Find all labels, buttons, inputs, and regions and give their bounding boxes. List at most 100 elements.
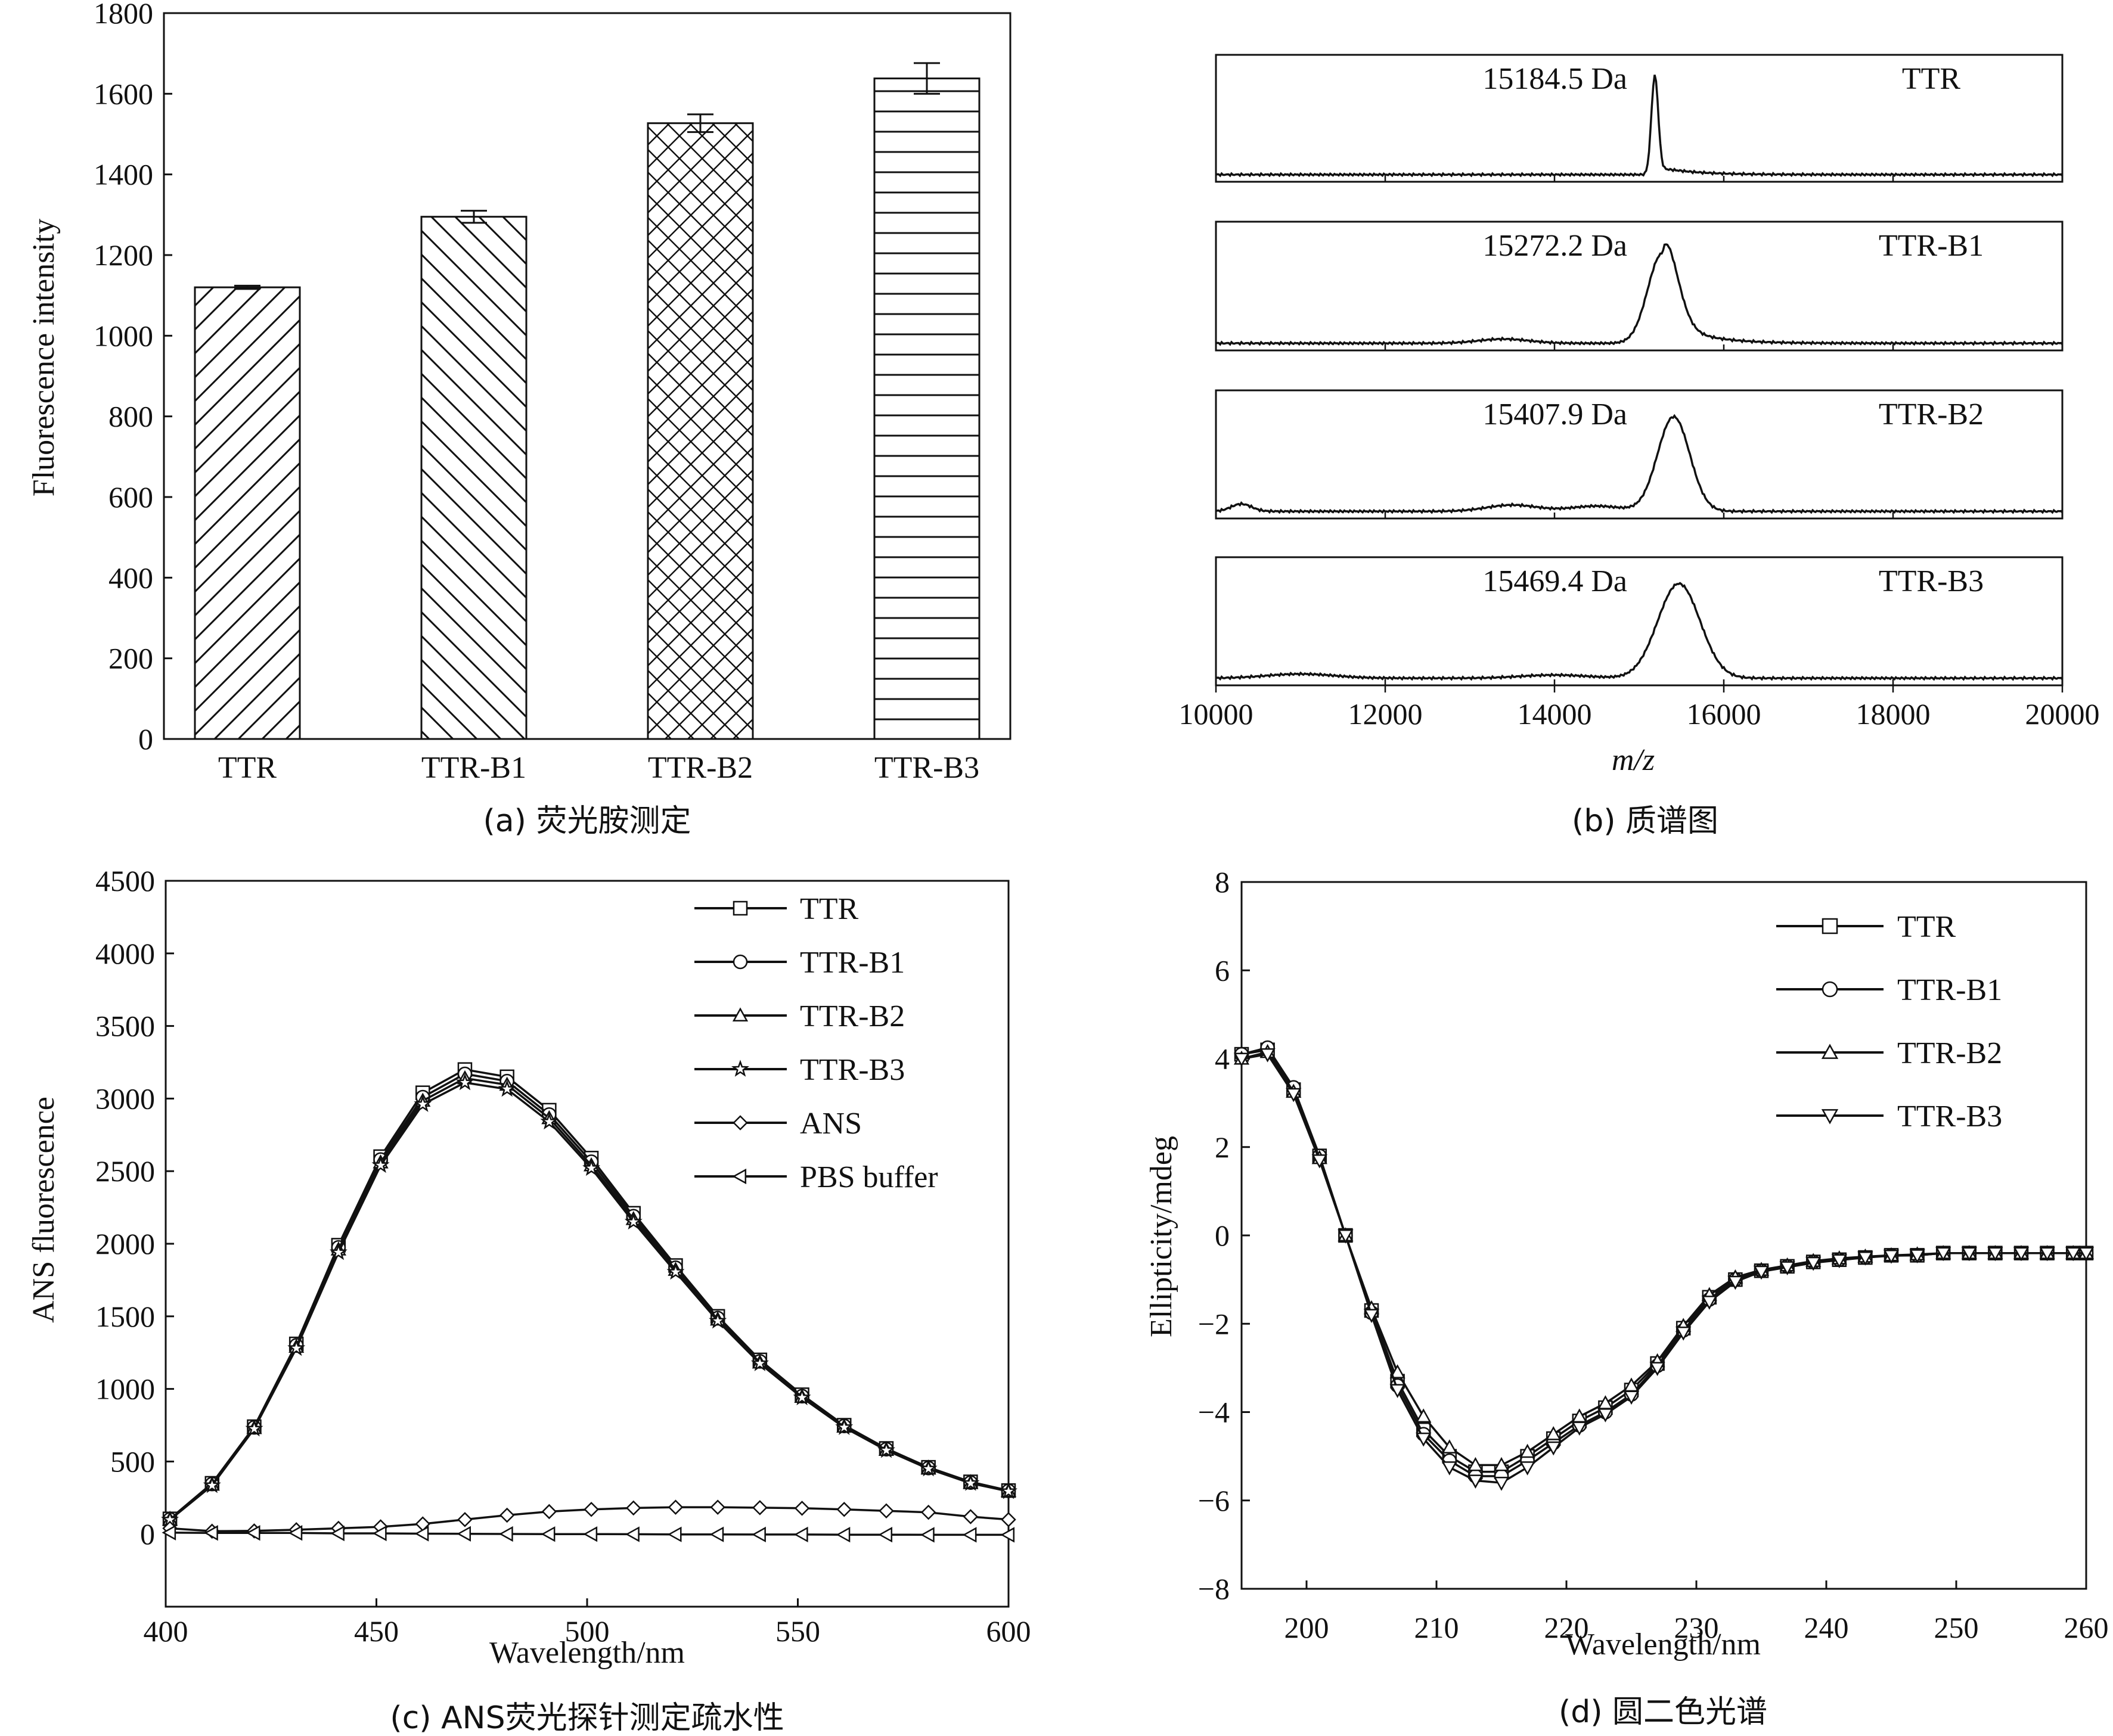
panel-c-data-point [498, 1079, 516, 1097]
panel-d-data-point [2013, 1247, 2030, 1262]
panel-d-series-ttr-b3 [1233, 1048, 2095, 1491]
panel-a-y-axis-label: Fluorescence intensity [27, 219, 61, 496]
panel-b-x-tick-label: 12000 [1348, 697, 1423, 731]
panel-d-x-tick-label: 220 [1544, 1611, 1589, 1644]
panel-c-data-point [582, 1159, 601, 1176]
panel-a-y-tick-label: 800 [108, 400, 153, 433]
panel-d-data-point [1597, 1408, 1614, 1423]
panel-d-legend: TTR TTR-B1 TTR-B2 TTR-B3 [1776, 910, 2002, 1133]
panel-d-data-point [1389, 1384, 1405, 1399]
panel-c-data-point [666, 1262, 685, 1280]
panel-b-peak-label: 15184.5 Da [1482, 62, 1627, 96]
panel-d-data-point [2065, 1247, 2081, 1262]
panel-c-data-point [203, 1476, 221, 1493]
panel-d-legend-item: TTR [1776, 910, 1956, 944]
panel-c-data-point [455, 1073, 474, 1091]
panel-d-legend-label: TTR-B3 [1897, 1100, 2002, 1133]
panel-d-data-point [1286, 1088, 1302, 1103]
panel-d-data-point [1519, 1461, 1535, 1476]
panel-c-data-point [162, 1524, 176, 1541]
panel-a-caption: (a) 荧光胺测定 [483, 803, 691, 839]
panel-b-peak-label: 15407.9 Da [1482, 397, 1627, 431]
panel-c-legend-item: TTR-B3 [694, 1053, 905, 1087]
panel-c-y-tick-label: 2000 [95, 1227, 155, 1260]
panel-d-data-point [1416, 1432, 1432, 1447]
panel-c-y-axis-label: ANS fluorescence [27, 1097, 61, 1323]
panel-d-data-point [1805, 1256, 1822, 1271]
panel-d-y-tick-label: 6 [1215, 954, 1230, 987]
panel-c-series [161, 1062, 1018, 1543]
panel-c-data-point [541, 1504, 557, 1520]
panel-d-data-point [1987, 1247, 2003, 1262]
panel-c-data-point [625, 1526, 640, 1542]
panel-b-spectrum-frame [1215, 54, 2064, 183]
panel-c-legend-marker [731, 1060, 750, 1077]
panel-a-x-tick-labels: TTR TTR-B1 TTR-B2 TTR-B3 [218, 751, 979, 785]
panel-b-sample-label: TTR-B2 [1879, 397, 1984, 431]
panel-c-series-pbs-buffer [162, 1524, 1015, 1543]
panel-c-data-point [204, 1525, 218, 1541]
panel-c-data-point [624, 1212, 643, 1230]
panel-d-legend-label: TTR-B2 [1897, 1036, 2002, 1070]
panel-c-data-point [288, 1525, 303, 1541]
panel-b-x-tick-label: 20000 [2025, 697, 2100, 731]
panel-c-data-point [330, 1525, 345, 1542]
panel-d-data-point [1623, 1390, 1640, 1405]
panel-d-caption: (d) 圆二色光谱 [1559, 1694, 1767, 1730]
panel-a-y-tick-label: 600 [108, 480, 153, 514]
panel-b-spectrum-ttr-b2: 15407.9 Da TTR-B2 [1215, 389, 2064, 520]
panel-b-spectrum-trace [1215, 74, 2064, 178]
panel-d-y-axis-label: Ellipticity/mdeg [1144, 1136, 1178, 1337]
panel-d-y-tick-label: −6 [1198, 1484, 1230, 1517]
panel-c-frame [165, 880, 1010, 1608]
panel-c-legend-marker [732, 1168, 747, 1185]
panel-b-x-tick-label: 14000 [1518, 697, 1592, 731]
panel-c-data-point [793, 1526, 808, 1543]
panel-d-data-point [1441, 1461, 1457, 1476]
panel-c-y-tick-label: 4000 [95, 937, 155, 970]
panel-d-data-point [1883, 1250, 1900, 1264]
panel-d-data-point [1857, 1251, 1873, 1266]
panel-c-data-point [794, 1501, 810, 1516]
panel-a-y-tick-label: 1200 [94, 238, 153, 272]
panel-d-data-point [1311, 1154, 1327, 1169]
panel-c-legend: TTR TTR-B1 TTR-B2 TTR-B3 ANS PBS buffer [694, 892, 938, 1194]
panel-a-y-tick-label: 400 [108, 561, 153, 594]
panel-d-legend-label: TTR [1897, 910, 1956, 944]
panel-d-data-point [1493, 1456, 1510, 1471]
panel-d-data-point [1363, 1309, 1380, 1323]
panel-a-bars [194, 62, 981, 740]
panel-a-y-tick-label: 1600 [94, 77, 153, 110]
panel-c-data-point [245, 1419, 263, 1437]
panel-c-data-point [499, 1526, 513, 1542]
panel-c-y-tick-label: 0 [140, 1517, 155, 1551]
panel-d-legend-marker [1821, 1109, 1839, 1125]
panel-c-data-point [879, 1503, 894, 1518]
panel-c-data-point [287, 1339, 306, 1356]
panel-a-frame [163, 12, 1011, 740]
panel-d-data-point [2039, 1247, 2055, 1262]
panel-c-y-tick-label: 1500 [95, 1300, 155, 1333]
panel-b-sample-label: TTR-B3 [1879, 564, 1984, 598]
panel-b-spectra-stack: 15184.5 Da TTR 15272.2 Da TTR-B1 15407.9 Da T… [1215, 54, 2064, 687]
panel-d-x-tick-label: 210 [1414, 1611, 1459, 1644]
panel-b-x-tick-label: 18000 [1856, 697, 1931, 731]
panel-c-data-point [1000, 1527, 1015, 1543]
panel-a-x-tick-label: TTR-B1 [421, 751, 526, 785]
panel-c-data-point [710, 1499, 725, 1515]
panel-c-x-tick-label: 500 [565, 1614, 610, 1648]
panel-d-legend-item: TTR-B1 [1776, 973, 2002, 1007]
panel-d-series-line [1241, 1053, 2086, 1484]
panel-c-x-tick-label: 600 [986, 1614, 1031, 1648]
panel-d-data-point [1338, 1229, 1354, 1244]
panel-a-y-tick-label: 1000 [94, 319, 153, 352]
panel-c-legend-label: TTR-B1 [800, 946, 905, 980]
panel-d-data-point [1779, 1261, 1795, 1275]
panel-c-data-point [329, 1243, 347, 1260]
panel-c-data-point [836, 1502, 852, 1517]
panel-c-data-point [709, 1311, 727, 1329]
panel-d-legend-marker [1822, 918, 1838, 934]
panel-d-y-tick-label: 2 [1215, 1131, 1230, 1164]
panel-d-x-axis-label: Wavelength/nm [1565, 1628, 1761, 1662]
panel-b-mass-spectra: 15184.5 Da TTR 15272.2 Da TTR-B1 15407.9 Da T… [1179, 54, 2100, 839]
